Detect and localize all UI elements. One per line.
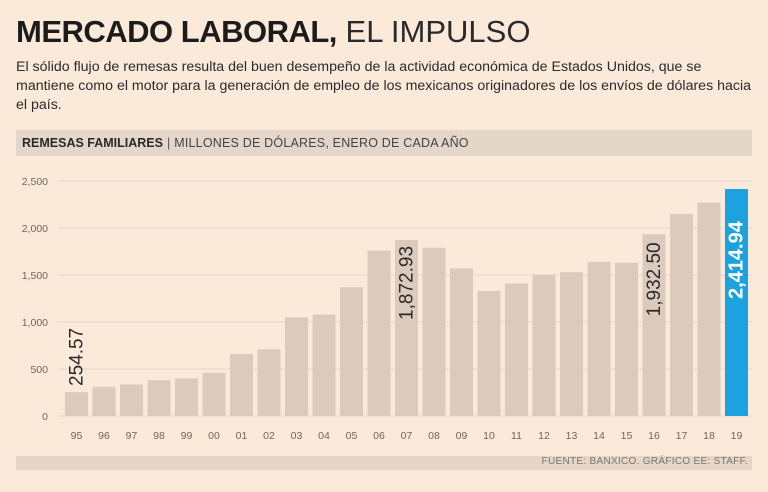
title-bold: MERCADO LABORAL, <box>16 14 337 49</box>
x-tick-label: 12 <box>538 430 550 442</box>
x-tick-label: 06 <box>373 430 385 442</box>
value-label: 1,932.50 <box>644 242 665 316</box>
x-tick-label: 19 <box>731 430 743 442</box>
x-tick-label: 16 <box>648 430 660 442</box>
x-tick-label: 95 <box>71 430 83 442</box>
y-tick-label: 2,000 <box>22 223 48 235</box>
bar <box>670 213 693 416</box>
title-light: EL IMPULSO <box>345 14 531 49</box>
x-tick-label: 01 <box>236 430 248 442</box>
bar <box>367 250 391 416</box>
y-tick-label: 1,000 <box>22 317 48 329</box>
bar <box>560 272 583 416</box>
subtitle: El sólido flujo de remesas resulta del b… <box>16 59 752 113</box>
bar <box>340 287 363 416</box>
x-tick-label: 09 <box>456 430 468 442</box>
x-tick-label: 00 <box>208 430 220 442</box>
value-label: 254.57 <box>67 328 88 386</box>
bar <box>477 290 501 416</box>
section-separator: | <box>167 136 171 150</box>
x-tick-label: 04 <box>318 430 330 442</box>
x-tick-label: 05 <box>346 430 358 442</box>
x-tick-label: 14 <box>593 430 605 442</box>
bar <box>615 262 638 416</box>
x-tick-label: 18 <box>703 430 715 442</box>
bar <box>175 378 198 416</box>
bar-chart: 0 500 1,000 1,500 2,000 2,500 95 96 97 98 99 00 01 02… <box>22 176 752 442</box>
section-label: REMESAS FAMILIARES | MILLONES DE DÓLARES, … <box>22 136 469 150</box>
bar <box>65 392 88 416</box>
chart-title: MERCADO LABORAL, EL IMPULSO <box>16 12 530 52</box>
x-tick-label: 97 <box>126 430 138 442</box>
bar <box>725 188 748 416</box>
y-tick-label: 2,500 <box>22 176 48 188</box>
x-tick-label: 96 <box>98 430 110 442</box>
x-tick-label: 17 <box>676 430 688 442</box>
section-title: REMESAS FAMILIARES <box>22 136 163 150</box>
bar <box>587 261 611 416</box>
bar <box>257 349 281 416</box>
highlight-value-label: 2,414.94 <box>726 220 748 299</box>
bar <box>312 314 336 416</box>
x-tick-label: 03 <box>291 430 303 442</box>
section-header-bar: REMESAS FAMILIARES | MILLONES DE DÓLARES, … <box>16 130 752 156</box>
bar <box>285 317 308 416</box>
source-note: FUENTE: BANXICO. GRÁFICO EE: STAFF. <box>541 456 748 467</box>
x-tick-label: 08 <box>428 430 440 442</box>
bar <box>92 386 116 416</box>
bar <box>202 372 226 416</box>
section-unit: MILLONES DE DÓLARES, ENERO DE CADA AÑO <box>174 136 469 150</box>
bar <box>642 234 666 416</box>
y-tick-label: 0 <box>42 411 48 423</box>
bar <box>422 247 446 416</box>
bar <box>697 202 721 416</box>
bar <box>230 353 253 416</box>
x-tick-label: 13 <box>566 430 578 442</box>
bar <box>395 239 418 416</box>
x-tick-label: 98 <box>153 430 165 442</box>
x-tick-label: 02 <box>263 430 275 442</box>
bar <box>505 283 528 416</box>
x-tick-label: 99 <box>181 430 193 442</box>
y-tick-label: 1,500 <box>22 270 48 282</box>
x-tick-label: 07 <box>401 430 413 442</box>
bar <box>120 384 143 416</box>
footer-bar: FUENTE: BANXICO. GRÁFICO EE: STAFF. <box>16 456 752 470</box>
y-tick-label: 500 <box>30 364 48 376</box>
x-tick-label: 10 <box>483 430 495 442</box>
bar <box>450 268 473 416</box>
bar <box>147 380 171 416</box>
x-tick-label: 11 <box>511 430 522 442</box>
bar <box>532 275 556 416</box>
value-label: 1,872.93 <box>397 246 418 320</box>
x-tick-label: 15 <box>621 430 633 442</box>
